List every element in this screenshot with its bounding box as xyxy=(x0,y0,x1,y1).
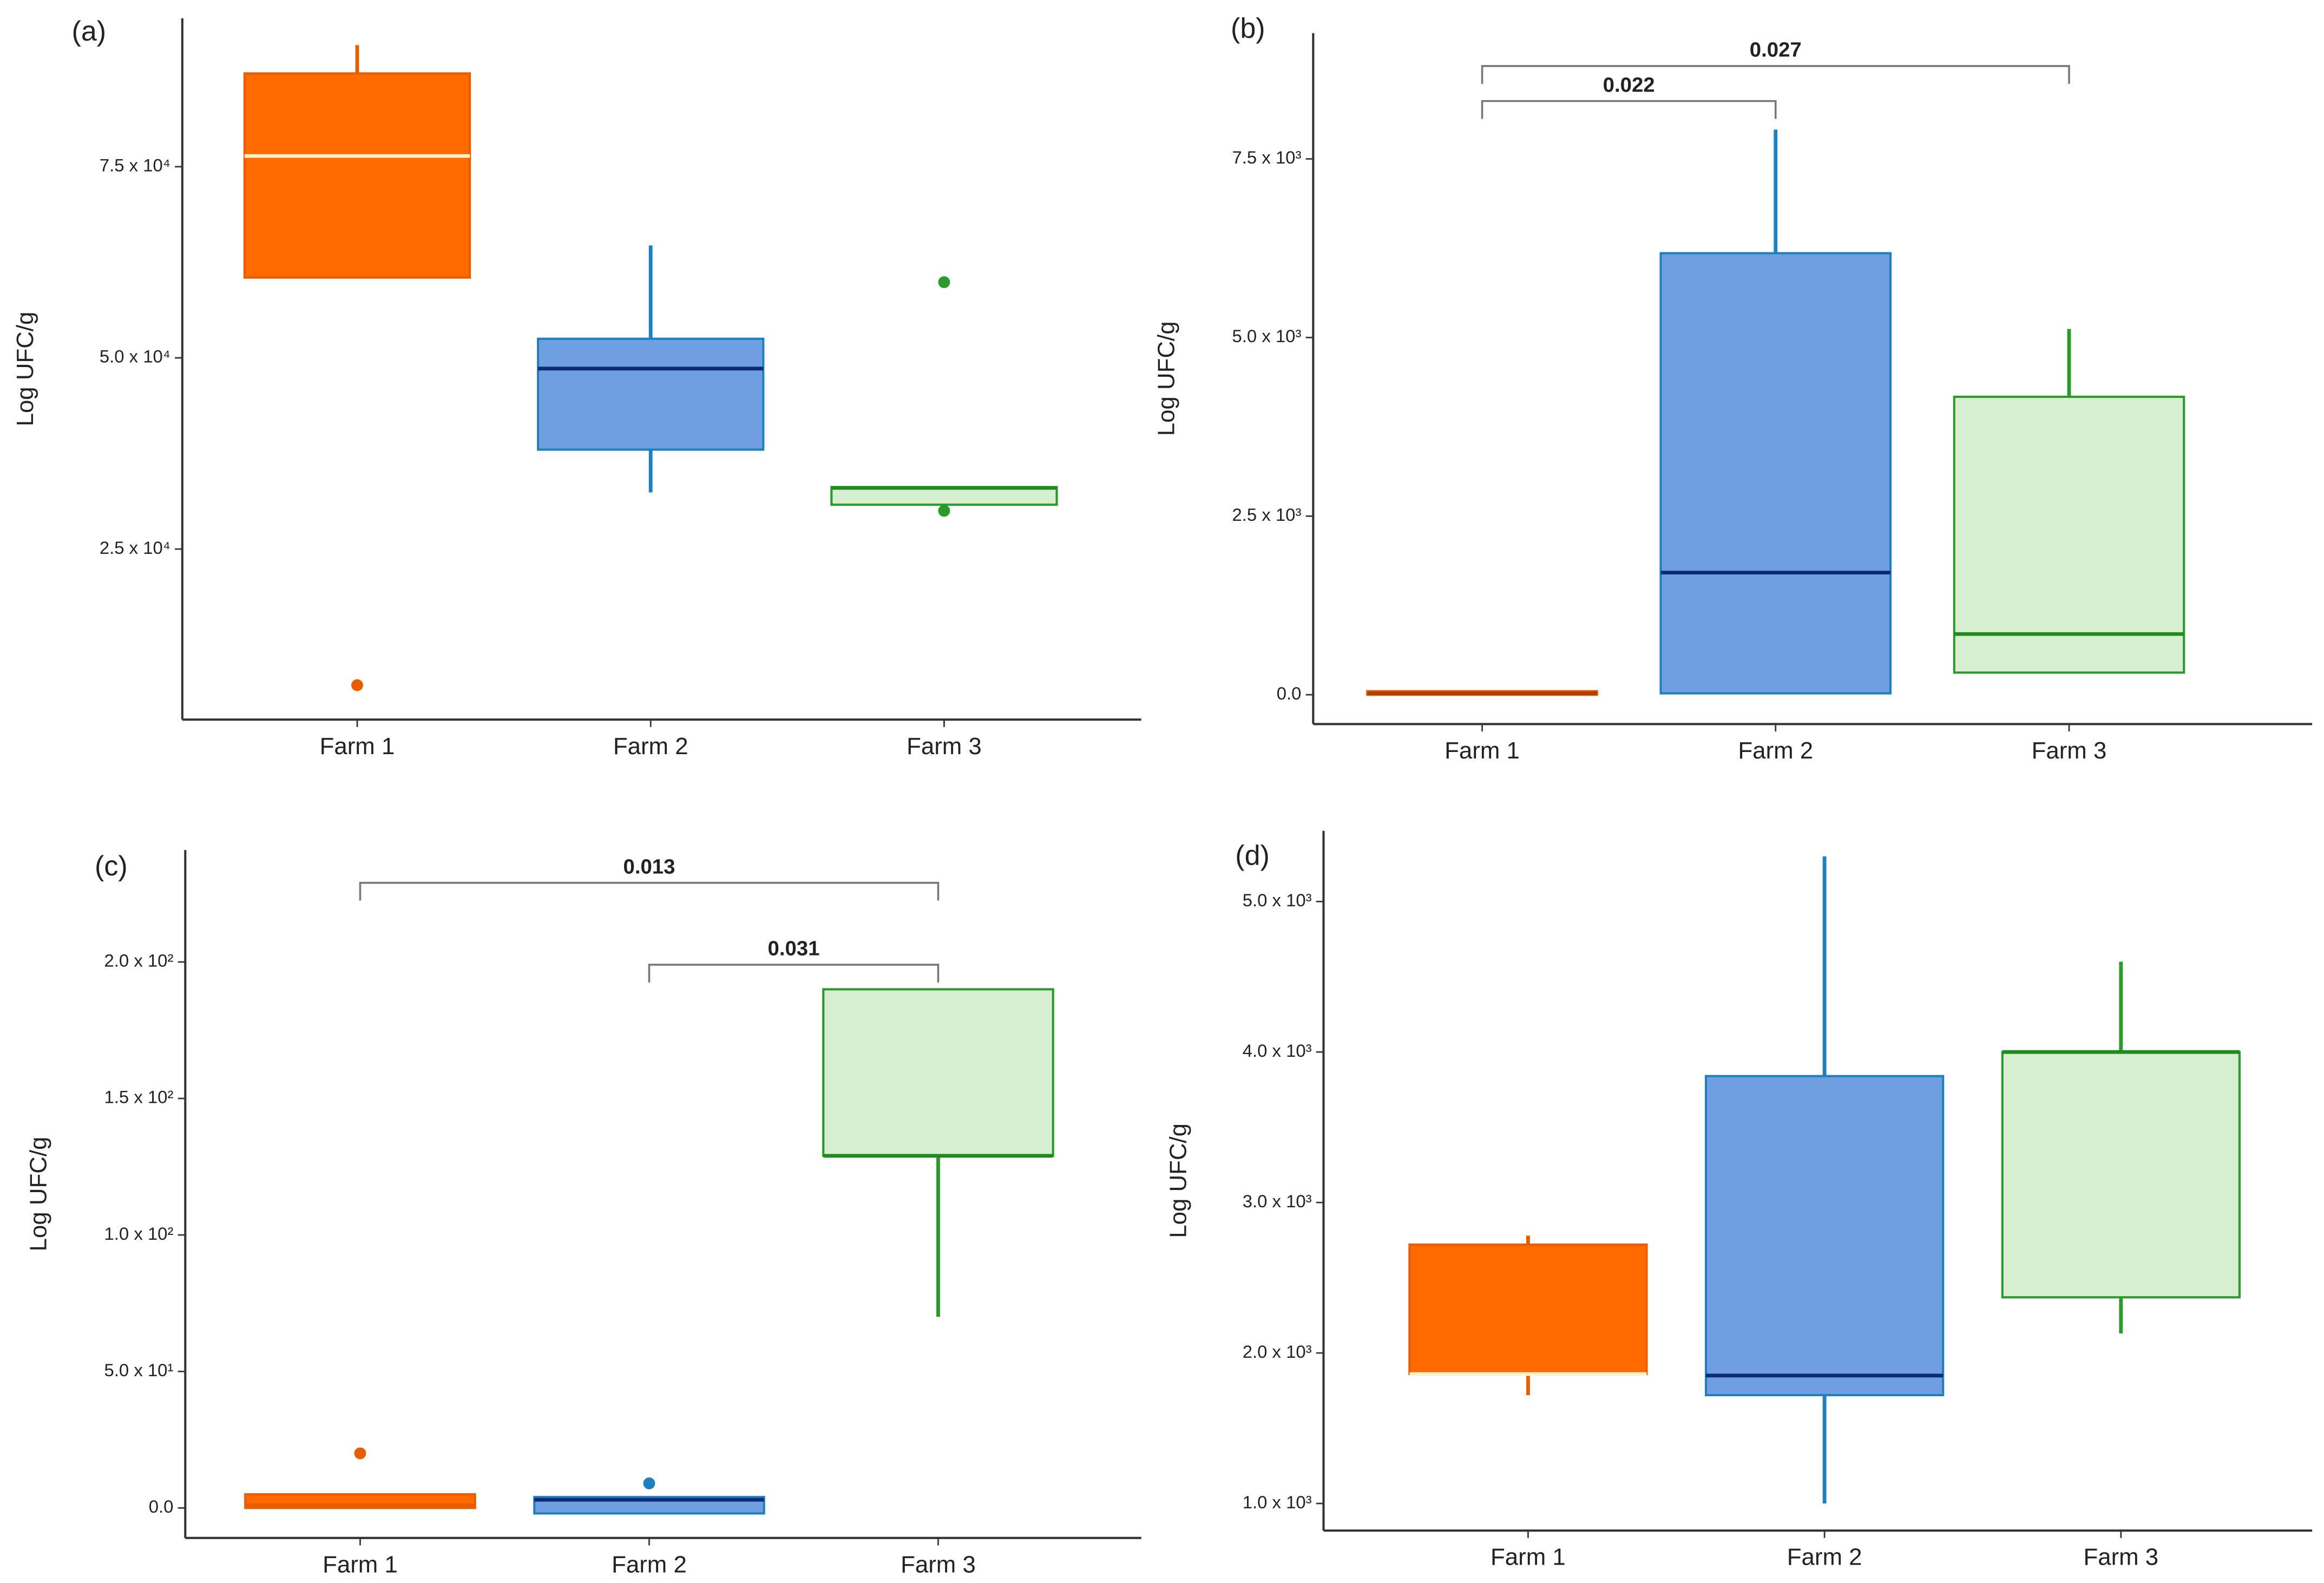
panel-label: (c) xyxy=(95,851,128,882)
box xyxy=(537,337,765,451)
y-tick-label: 1.0 x 10³ xyxy=(1243,1492,1312,1512)
box xyxy=(1953,395,2185,674)
panel-label: (a) xyxy=(72,16,107,47)
y-tick-label: 5.0 x 10³ xyxy=(1243,890,1312,910)
y-tick-label: 0.0 xyxy=(1277,683,1302,703)
x-tick-label: Farm 2 xyxy=(1787,1544,1862,1571)
y-tick-label: 2.0 x 10³ xyxy=(1243,1342,1312,1362)
box xyxy=(1659,252,1892,695)
y-axis-label: Log UFC/g xyxy=(25,1137,52,1252)
outlier xyxy=(938,276,950,289)
y-tick-label: 5.0 x 10⁴ xyxy=(100,346,170,367)
y-tick-label: 4.0 x 10³ xyxy=(1243,1041,1312,1061)
y-axis-label: Log UFC/g xyxy=(1153,321,1180,436)
x-tick-label: Farm 3 xyxy=(907,733,982,760)
y-tick-label: 1.0 x 10² xyxy=(104,1224,174,1244)
x-tick-label: Farm 1 xyxy=(323,1551,398,1578)
significance-bracket xyxy=(648,964,940,983)
y-axis-label: Log UFC/g xyxy=(12,312,38,427)
y-tick-label: 0.0 xyxy=(149,1496,174,1516)
outlier xyxy=(938,505,950,517)
significance-label: 0.022 xyxy=(1603,73,1655,96)
x-tick-label: Farm 1 xyxy=(320,733,395,760)
x-tick-label: Farm 2 xyxy=(613,733,688,760)
y-tick-label: 2.0 x 10² xyxy=(104,951,174,971)
y-tick-label: 2.5 x 10³ xyxy=(1232,505,1302,525)
x-tick-label: Farm 3 xyxy=(2032,737,2107,764)
panel-label: (b) xyxy=(1231,13,1265,44)
x-tick-label: Farm 3 xyxy=(2083,1544,2158,1571)
y-tick-label: 5.0 x 10¹ xyxy=(104,1360,174,1380)
significance-bracket xyxy=(1481,100,1777,119)
x-tick-label: Farm 3 xyxy=(901,1551,976,1578)
y-tick-label: 5.0 x 10³ xyxy=(1232,326,1302,346)
significance-bracket xyxy=(359,881,940,901)
y-tick-label: 7.5 x 10³ xyxy=(1232,147,1302,167)
x-tick-label: Farm 1 xyxy=(1491,1544,1566,1571)
box xyxy=(244,1493,476,1509)
significance-label: 0.013 xyxy=(623,855,675,878)
box xyxy=(243,72,471,279)
significance-label: 0.027 xyxy=(1750,38,1802,62)
outlier xyxy=(643,1477,655,1489)
box xyxy=(1704,1075,1945,1397)
significance-bracket xyxy=(1481,65,2070,84)
y-tick-label: 1.5 x 10² xyxy=(104,1087,174,1107)
box xyxy=(822,988,1054,1157)
x-tick-label: Farm 1 xyxy=(1445,737,1520,764)
outlier xyxy=(354,1447,366,1460)
y-tick-label: 3.0 x 10³ xyxy=(1243,1191,1312,1211)
outlier xyxy=(351,679,363,691)
box xyxy=(2001,1051,2241,1299)
significance-label: 0.031 xyxy=(768,937,820,960)
box xyxy=(830,486,1058,506)
y-axis-label: Log UFC/g xyxy=(1165,1123,1191,1238)
y-tick-label: 7.5 x 10⁴ xyxy=(100,155,170,175)
box xyxy=(1408,1243,1648,1376)
panel-label: (d) xyxy=(1235,840,1270,872)
x-tick-label: Farm 2 xyxy=(612,1551,687,1578)
y-tick-label: 2.5 x 10⁴ xyxy=(100,538,170,558)
x-tick-label: Farm 2 xyxy=(1738,737,1813,764)
